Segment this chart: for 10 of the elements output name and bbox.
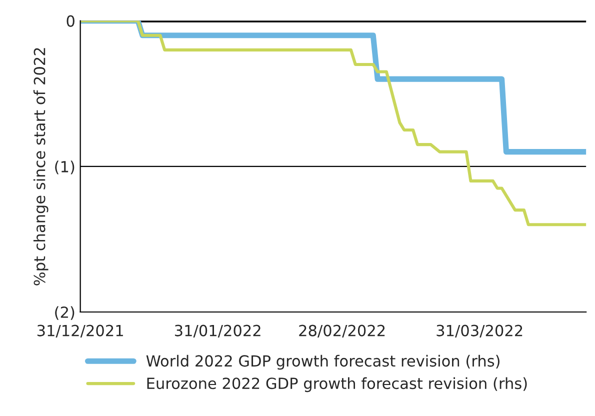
legend-label: World 2022 GDP growth forecast revision (rhs): [146, 354, 500, 370]
y-tick-label: 0: [66, 15, 74, 27]
x-tick-label: 31/01/2022: [174, 324, 260, 338]
x-tick-label: 31/12/2021: [37, 324, 123, 338]
y-axis-title: %pt change since start of 2022: [33, 48, 48, 286]
y-tick-label: (1): [55, 160, 74, 174]
x-tick-label: 28/02/2022: [299, 324, 385, 338]
y-tick-label: (2): [55, 306, 74, 320]
legend-label: Eurozone 2022 GDP growth forecast revision (rhs): [147, 377, 527, 392]
x-tick-label: 31/03/2022: [436, 324, 522, 338]
